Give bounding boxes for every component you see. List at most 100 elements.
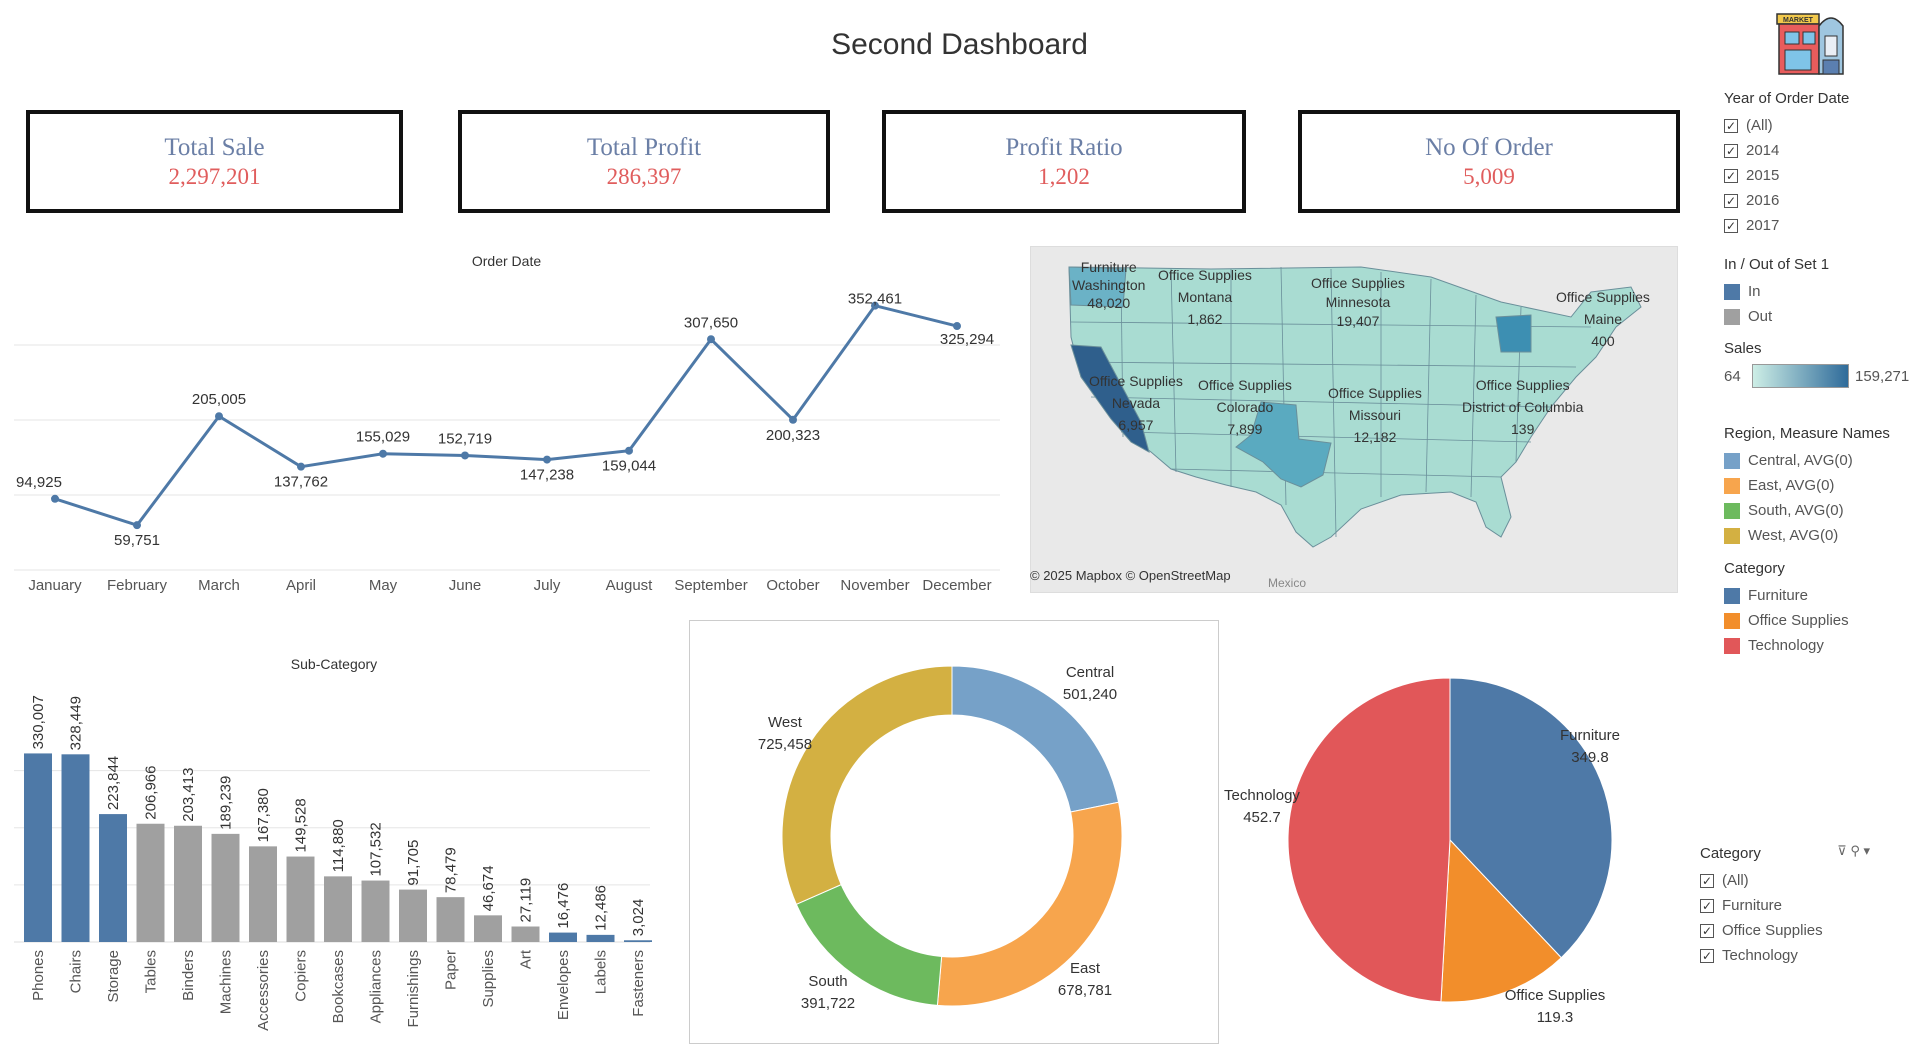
legend-swatch bbox=[1724, 587, 1740, 604]
region-legend-east[interactable]: East, AVG(0) bbox=[1724, 473, 1890, 498]
subcategory-tick-label: Accessories bbox=[255, 950, 272, 1031]
region-legend-west[interactable]: West, AVG(0) bbox=[1724, 523, 1890, 548]
year-option-label: 2014 bbox=[1746, 142, 1780, 159]
line-data-label: 200,323 bbox=[766, 427, 820, 444]
bar-chart-title: Sub-Category bbox=[290, 656, 378, 672]
line-data-label: 159,044 bbox=[602, 458, 656, 475]
subcategory-tick-label: Storage bbox=[105, 950, 122, 1003]
bar bbox=[286, 856, 315, 942]
map-attribution: © 2025 Mapbox © OpenStreetMap bbox=[1030, 568, 1231, 583]
map-label-value: 7,899 bbox=[1227, 421, 1263, 437]
subcategory-tick-label: Machines bbox=[218, 950, 235, 1014]
bar bbox=[361, 880, 390, 942]
bar-data-label: 206,966 bbox=[143, 765, 160, 819]
checkbox-checked-icon[interactable]: ✓ bbox=[1700, 948, 1714, 963]
category-option-technology[interactable]: ✓ Technology bbox=[1700, 943, 1870, 968]
sales-legend-title: Sales bbox=[1724, 340, 1762, 357]
kpi-total-profit: Total Profit 286,397 bbox=[458, 110, 830, 213]
monthly-sales-line-chart: 94,925 January 59,751 February 205,005 March 1… bbox=[14, 291, 1000, 594]
map-label-nevada: Office Supplies Nevada 6,957 bbox=[1089, 370, 1183, 436]
category-option-label: Technology bbox=[1722, 947, 1798, 964]
bar-data-label: 107,532 bbox=[368, 822, 385, 876]
checkbox-checked-icon[interactable]: ✓ bbox=[1700, 923, 1714, 938]
map-label-category: Office Supplies bbox=[1475, 377, 1570, 393]
category-option-all[interactable]: ✓ (All) bbox=[1700, 868, 1870, 893]
bar-data-label: 330,007 bbox=[30, 695, 47, 749]
category-option-office-supplies[interactable]: ✓ Office Supplies bbox=[1700, 918, 1870, 943]
year-option-2014[interactable]: ✓ 2014 bbox=[1724, 138, 1849, 163]
bar-data-label: 12,486 bbox=[593, 885, 610, 931]
pie-slice-value: 119.3 bbox=[1537, 1009, 1573, 1026]
bar-data-label: 114,880 bbox=[330, 819, 347, 872]
subcategory-tick-label: Bookcases bbox=[330, 950, 347, 1023]
map-label-montana: Office Supplies Montana 1,862 bbox=[1158, 264, 1252, 330]
legend-swatch bbox=[1724, 477, 1740, 494]
category-pie-chart: Furniture 349.8 Office Supplies 119.3 Techno… bbox=[1224, 677, 1620, 1026]
checkbox-checked-icon[interactable]: ✓ bbox=[1724, 168, 1738, 183]
subcategory-tick-label: Binders bbox=[180, 950, 197, 1001]
map-label-value: 139 bbox=[1511, 421, 1535, 437]
legend-swatch bbox=[1724, 612, 1740, 629]
category-option-label: Office Supplies bbox=[1722, 922, 1823, 939]
map-label-state: District of Columbia bbox=[1462, 399, 1584, 415]
category-legend-technology[interactable]: Technology bbox=[1724, 633, 1849, 658]
sales-legend: Sales 64 159,271 bbox=[1724, 340, 1909, 389]
line-point bbox=[297, 462, 305, 471]
category-legend-title: Category bbox=[1724, 560, 1785, 577]
year-option-2017[interactable]: ✓ 2017 bbox=[1724, 213, 1849, 238]
category-option-label: (All) bbox=[1722, 872, 1749, 889]
month-tick-label: November bbox=[840, 577, 909, 594]
donut-slice-value: 501,240 bbox=[1063, 686, 1117, 703]
region-legend-south[interactable]: South, AVG(0) bbox=[1724, 498, 1890, 523]
line-point bbox=[789, 415, 797, 424]
map-country-label: Mexico bbox=[1268, 576, 1307, 590]
checkbox-checked-icon[interactable]: ✓ bbox=[1724, 118, 1738, 133]
category-legend-furniture[interactable]: Furniture bbox=[1724, 583, 1849, 608]
us-sales-map[interactable] bbox=[1030, 246, 1678, 593]
checkbox-checked-icon[interactable]: ✓ bbox=[1700, 873, 1714, 888]
bar-data-label: 3,024 bbox=[630, 899, 647, 937]
kpi-profit-ratio: Profit Ratio 1,202 bbox=[882, 110, 1246, 213]
category-legend: Category Furniture Office Supplies Techn… bbox=[1724, 560, 1849, 658]
map-label-category: Office Supplies bbox=[1311, 275, 1405, 291]
set-legend-item-in[interactable]: In bbox=[1724, 279, 1829, 304]
map-label-value: 400 bbox=[1591, 333, 1615, 349]
set-legend-item-out[interactable]: Out bbox=[1724, 304, 1829, 329]
legend-label: Out bbox=[1748, 308, 1773, 325]
legend-label: Furniture bbox=[1748, 587, 1809, 604]
filter-controls: ⊽ ⚲ ▾ bbox=[1837, 843, 1870, 862]
search-icon[interactable]: ⚲ bbox=[1850, 843, 1860, 858]
year-option-all[interactable]: ✓ (All) bbox=[1724, 113, 1849, 138]
subcategory-tick-label: Fasteners bbox=[630, 950, 647, 1017]
bar bbox=[136, 823, 165, 942]
subcategory-tick-label: Furnishings bbox=[405, 950, 422, 1028]
year-option-label: (All) bbox=[1746, 117, 1773, 134]
bar bbox=[474, 915, 502, 942]
checkbox-checked-icon[interactable]: ✓ bbox=[1724, 218, 1738, 233]
year-option-2016[interactable]: ✓ 2016 bbox=[1724, 188, 1849, 213]
filter-funnel-icon[interactable]: ⊽ bbox=[1837, 843, 1847, 858]
line-data-label: 155,029 bbox=[356, 429, 410, 446]
year-option-2015[interactable]: ✓ 2015 bbox=[1724, 163, 1849, 188]
sales-legend-max: 159,271 bbox=[1855, 367, 1910, 385]
bar-data-label: 203,413 bbox=[180, 768, 197, 822]
legend-swatch bbox=[1724, 283, 1740, 300]
line-data-label: 147,238 bbox=[520, 467, 574, 484]
line-data-label: 94,925 bbox=[16, 474, 62, 491]
subcategory-tick-label: Envelopes bbox=[555, 950, 572, 1020]
category-option-furniture[interactable]: ✓ Furniture bbox=[1700, 893, 1870, 918]
legend-swatch bbox=[1724, 527, 1740, 544]
subcategory-tick-label: Art bbox=[518, 949, 535, 969]
line-data-label: 137,762 bbox=[274, 474, 328, 491]
checkbox-checked-icon[interactable]: ✓ bbox=[1724, 193, 1738, 208]
checkbox-checked-icon[interactable]: ✓ bbox=[1724, 143, 1738, 158]
category-legend-office-supplies[interactable]: Office Supplies bbox=[1724, 608, 1849, 633]
checkbox-checked-icon[interactable]: ✓ bbox=[1700, 898, 1714, 913]
region-legend-central[interactable]: Central, AVG(0) bbox=[1724, 448, 1890, 473]
subcategory-tick-label: Appliances bbox=[368, 950, 385, 1023]
sales-line bbox=[54, 303, 958, 527]
dropdown-arrow-icon[interactable]: ▾ bbox=[1863, 843, 1870, 858]
bar bbox=[211, 833, 240, 942]
map-label-value: 19,407 bbox=[1336, 313, 1380, 329]
line-point bbox=[871, 301, 879, 310]
